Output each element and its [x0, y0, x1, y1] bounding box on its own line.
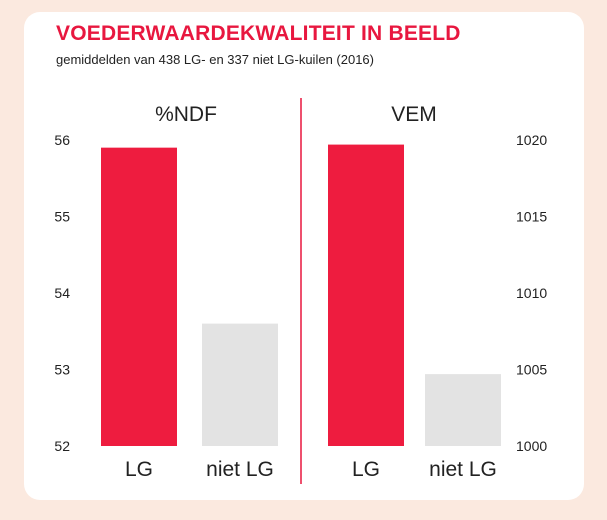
ndf-category-label-1: niet LG: [206, 458, 274, 481]
ndf-ytick-label-0: 52: [54, 438, 70, 454]
vem-panel-label: VEM: [391, 103, 437, 126]
ndf-ytick-label-1: 53: [54, 362, 70, 378]
ndf-ytick-label-2: 54: [54, 285, 70, 301]
vem-category-label-0: LG: [352, 458, 380, 481]
vem-bar-niet-lg: [425, 374, 501, 446]
chart-subtitle: gemiddelden van 438 LG- en 337 niet LG-k…: [56, 52, 374, 67]
ndf-bar-niet-lg: [202, 323, 278, 446]
ndf-panel-label: %NDF: [155, 103, 217, 126]
ndf-ytick-label-4: 56: [54, 132, 70, 148]
ndf-bar-lg: [101, 147, 177, 446]
ndf-ytick-label-3: 55: [54, 209, 70, 225]
chart-title: VOEDERWAARDEKWALITEIT IN BEELD: [56, 22, 461, 45]
ndf-category-label-0: LG: [125, 458, 153, 481]
vem-ytick-label-0: 1000: [516, 438, 547, 454]
vem-category-label-1: niet LG: [429, 458, 497, 481]
vem-bar-lg: [328, 144, 404, 446]
vem-ytick-label-2: 1010: [516, 285, 547, 301]
vem-ytick-label-4: 1020: [516, 132, 547, 148]
vem-ytick-label-1: 1005: [516, 362, 547, 378]
vem-ytick-label-3: 1015: [516, 209, 547, 225]
